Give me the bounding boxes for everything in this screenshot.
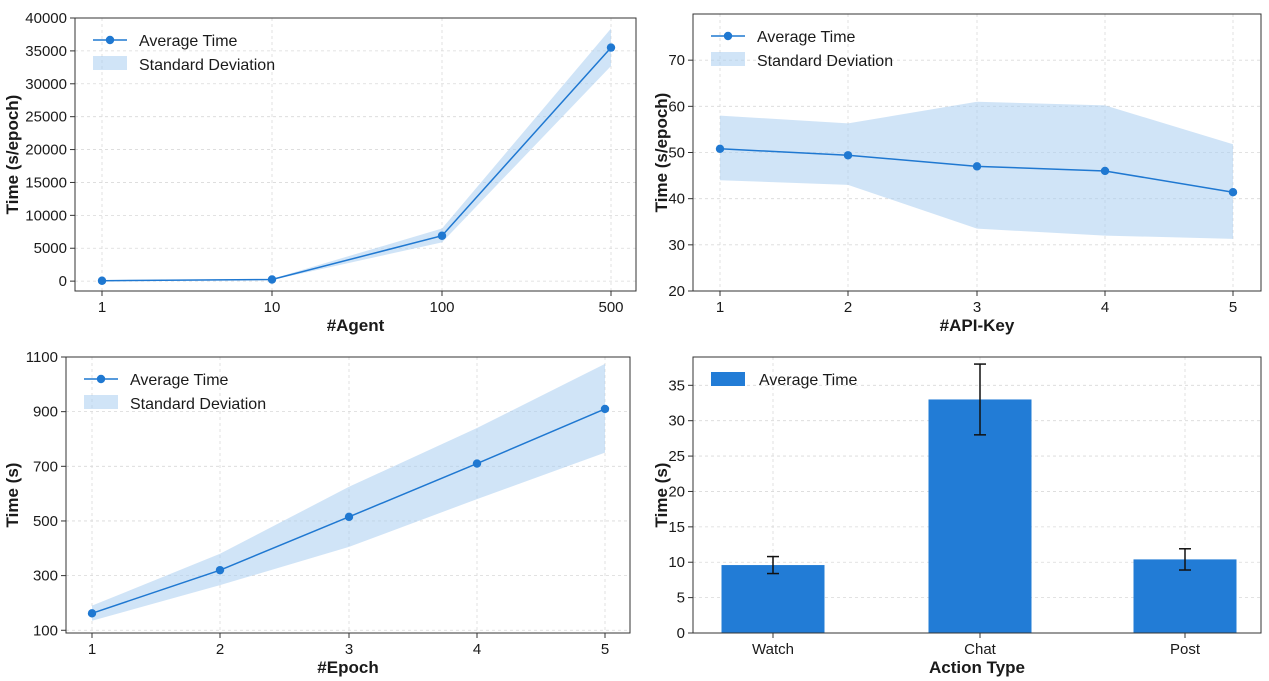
average-point: [472, 459, 482, 468]
bar: [928, 399, 1032, 633]
bar: [1133, 559, 1237, 633]
legend-band-swatch: [84, 395, 118, 409]
x-axis-label: #Agent: [327, 316, 385, 335]
x-tick-label: 100: [429, 299, 454, 316]
legend-marker-swatch: [723, 31, 733, 41]
x-tick-label: Chat: [964, 641, 997, 658]
x-tick-label: 10: [264, 299, 281, 316]
y-tick-label: 700: [33, 458, 58, 475]
average-point: [97, 276, 107, 285]
x-tick-label: 4: [1101, 299, 1109, 316]
average-point: [715, 144, 725, 154]
y-tick-label: 900: [33, 404, 58, 421]
y-tick-label: 10000: [25, 207, 67, 224]
chart-panel-4: 0 5 10 15 20 25 30 35 Watch Chat Post Action Type Ti…: [652, 356, 1262, 677]
legend-label: Standard Deviation: [130, 396, 266, 413]
y-tick-label: 20: [668, 283, 685, 300]
average-line: [101, 47, 612, 282]
legend-bar-swatch: [711, 372, 745, 386]
x-axis-label: #Epoch: [317, 658, 378, 677]
y-tick-label: 300: [33, 568, 58, 585]
legend-marker-swatch: [105, 35, 115, 45]
y-tick-label: 5: [677, 590, 685, 607]
legend-label: Average Time: [130, 372, 229, 389]
x-tick-label: 1: [88, 641, 96, 658]
plot-frame: [65, 356, 631, 634]
x-axis-label: #API-Key: [940, 316, 1015, 335]
average-point: [437, 231, 447, 240]
average-point: [600, 404, 610, 414]
x-tick-label: 5: [601, 641, 609, 658]
x-tick-label: 2: [216, 641, 224, 658]
y-tick-label: 30: [668, 237, 685, 254]
y-tick-label: 15000: [25, 174, 67, 191]
y-tick-label: 20000: [25, 142, 67, 159]
bar: [721, 565, 825, 633]
average-point: [972, 162, 982, 171]
x-tick-label: 1: [98, 299, 106, 316]
y-tick-label: 40: [668, 191, 685, 208]
x-tick-label: 500: [598, 299, 623, 316]
y-tick-label: 35000: [25, 43, 67, 60]
y-tick-label: 500: [33, 513, 58, 530]
average-point: [344, 512, 354, 522]
average-point: [1100, 166, 1110, 176]
y-tick-label: 100: [33, 622, 58, 639]
x-tick-label: 5: [1229, 299, 1237, 316]
y-tick-label: 5000: [34, 240, 67, 257]
plot-frame: [692, 356, 1262, 634]
chart-panel-1: 0 5000 10000 15000 20000 25000 30000 35000 40000…: [3, 10, 637, 335]
legend-label: Average Time: [139, 33, 238, 50]
std-band: [102, 28, 611, 281]
legend-marker-swatch: [96, 374, 106, 384]
x-tick-label: 1: [716, 299, 724, 316]
x-axis-label: Action Type: [929, 658, 1025, 677]
y-tick-label: 50: [668, 145, 685, 162]
average-point: [1228, 188, 1238, 197]
legend-label: Average Time: [757, 29, 856, 46]
y-tick-label: 0: [59, 273, 67, 290]
legend-band-swatch: [711, 52, 745, 66]
y-tick-label: 70: [668, 52, 685, 69]
x-tick-label: 3: [973, 299, 981, 316]
y-tick-label: 20: [668, 483, 685, 500]
y-tick-label: 60: [668, 98, 685, 115]
chart-panel-3: 100 300 500 700 900 1100 1 2 3 4 5 #Epoch Time (s) Av…: [3, 349, 631, 677]
average-point: [843, 151, 853, 160]
y-axis-label: Time (s): [652, 463, 671, 528]
average-point: [606, 43, 616, 52]
average-point: [267, 275, 277, 284]
y-tick-label: 35: [668, 377, 685, 394]
legend-label: Average Time: [759, 372, 858, 389]
y-tick-label: 30: [668, 413, 685, 430]
y-axis-label: Time (s/epoch): [3, 95, 22, 215]
y-tick-label: 10: [668, 554, 685, 571]
y-tick-label: 0: [677, 625, 685, 642]
x-tick-label: 2: [844, 299, 852, 316]
y-tick-label: 30000: [25, 76, 67, 93]
y-tick-label: 25000: [25, 109, 67, 126]
y-tick-label: 25: [668, 448, 685, 465]
legend-label: Standard Deviation: [139, 57, 275, 74]
legend-band-swatch: [93, 56, 127, 70]
std-band: [92, 363, 605, 621]
x-tick-label: Post: [1170, 641, 1201, 658]
plot-frame: [74, 17, 637, 292]
y-tick-label: 15: [668, 519, 685, 536]
average-point: [87, 609, 97, 618]
x-tick-label: Watch: [752, 641, 794, 658]
y-axis-label: Time (s/epoch): [652, 93, 671, 213]
x-tick-label: 4: [473, 641, 481, 658]
y-axis-label: Time (s): [3, 463, 22, 528]
y-tick-label: 40000: [25, 10, 67, 27]
y-tick-label: 1100: [26, 349, 58, 366]
chart-panel-2: 20 30 40 50 60 70 1 2 3 4 5 #API-Key Time (s/epoch) A…: [652, 13, 1262, 335]
x-tick-label: 3: [345, 641, 353, 658]
legend-label: Standard Deviation: [757, 53, 893, 70]
average-point: [215, 565, 225, 575]
